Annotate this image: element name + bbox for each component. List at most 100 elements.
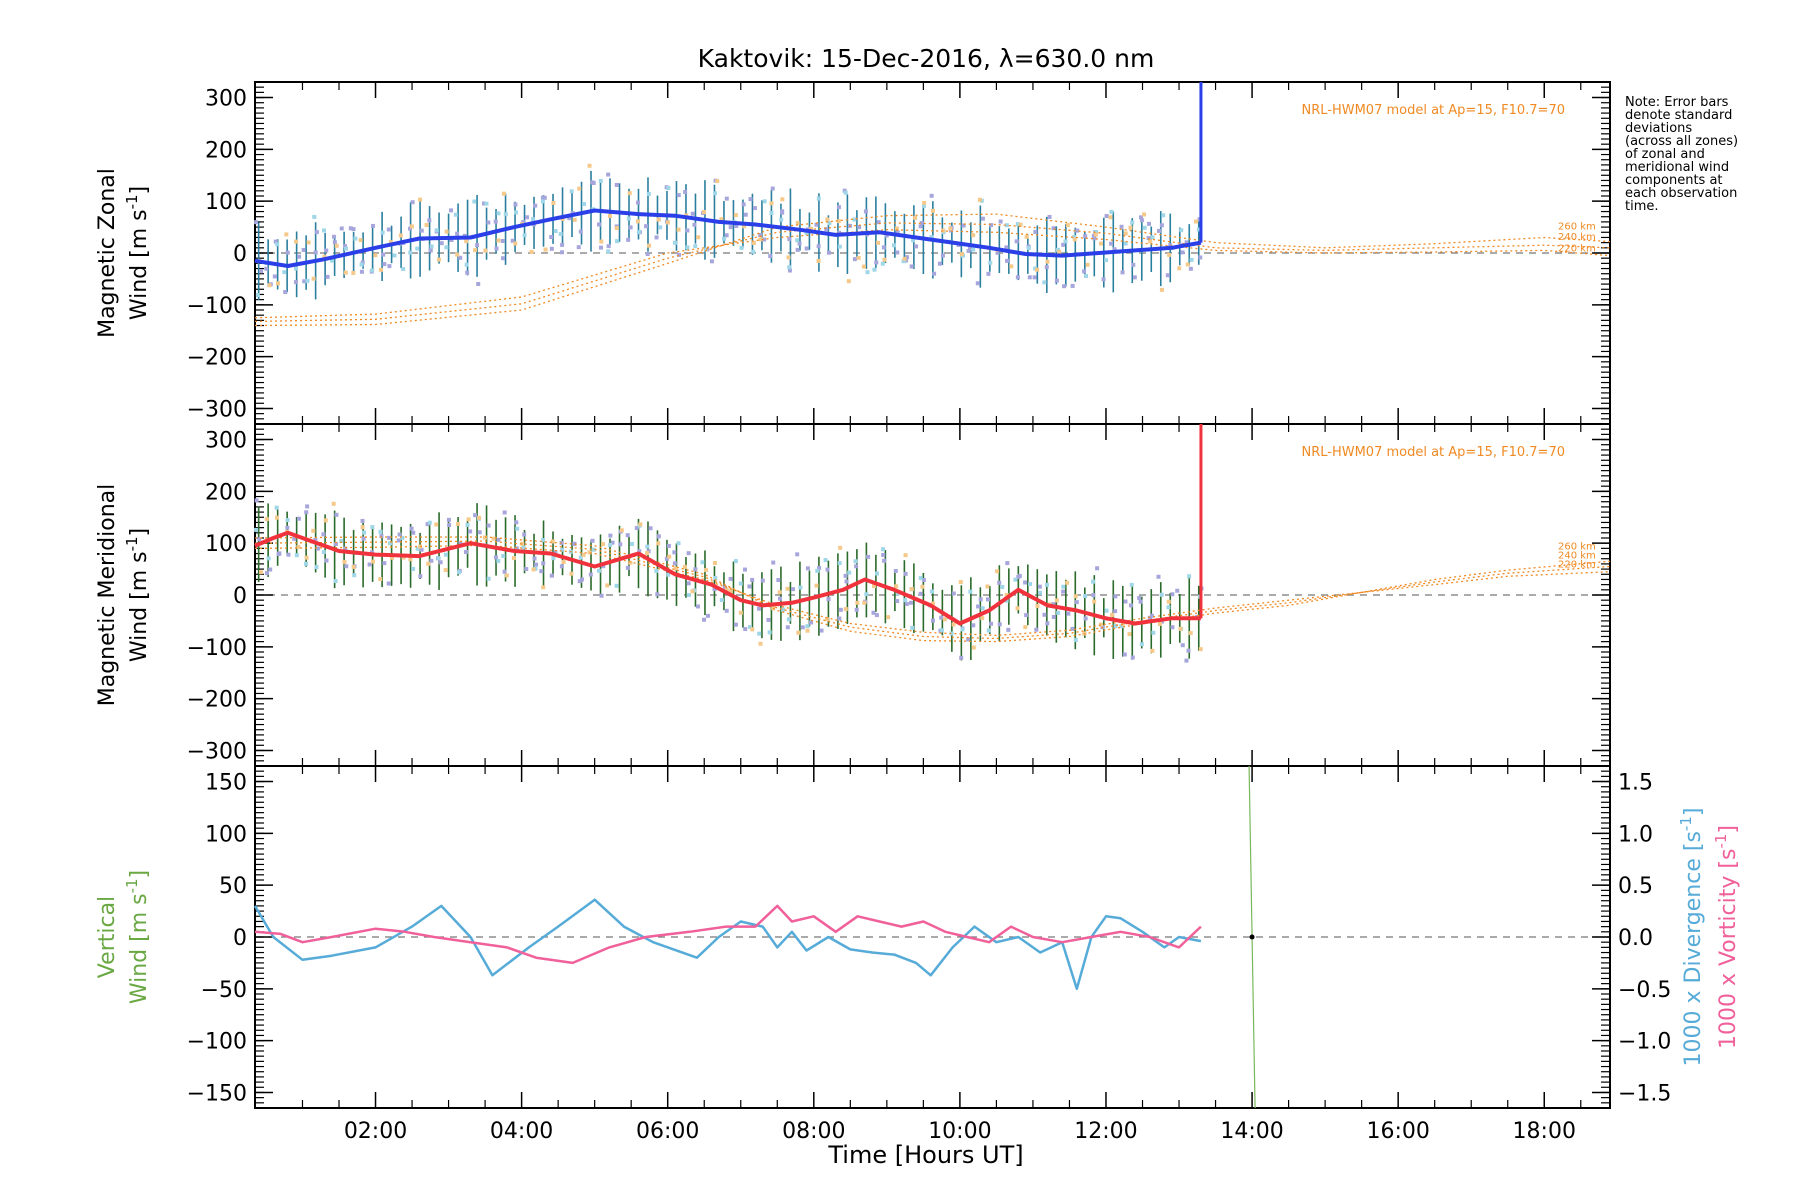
scatter-point	[324, 558, 329, 563]
scatter-point	[1092, 236, 1097, 241]
scatter-point	[895, 230, 900, 235]
scatter-point	[581, 552, 586, 557]
scatter-point	[894, 584, 899, 589]
scatter-point	[1146, 221, 1151, 226]
scatter-point	[770, 186, 775, 191]
scatter-point	[645, 544, 650, 549]
scatter-point	[476, 281, 481, 286]
scatter-point	[398, 233, 403, 238]
scatter-point	[997, 580, 1002, 585]
scatter-point	[804, 246, 809, 251]
scatter-point	[948, 226, 953, 231]
scatter-point	[314, 565, 319, 570]
scatter-point	[1180, 250, 1185, 255]
scatter-point	[823, 558, 828, 563]
scatter-point	[752, 206, 757, 211]
scatter-point	[373, 253, 378, 258]
scatter-point	[1110, 612, 1115, 617]
x-tick-label: 16:00	[1366, 1119, 1429, 1144]
scatter-point	[1161, 213, 1166, 218]
scatter-point	[837, 561, 842, 566]
scatter-point	[733, 213, 738, 218]
scatter-point	[351, 227, 356, 232]
scatter-point	[457, 570, 462, 575]
scatter-point	[1166, 605, 1171, 610]
scatter-point	[1042, 280, 1047, 285]
scatter-point	[259, 570, 264, 575]
scatter-point	[1032, 275, 1037, 280]
scatter-point	[646, 192, 651, 197]
scatter-point	[908, 600, 913, 605]
scatter-point	[559, 250, 564, 255]
scatter-point	[1091, 593, 1096, 598]
x-tick-label: 06:00	[636, 1119, 699, 1144]
scatter-point	[359, 262, 364, 267]
scatter-point	[1015, 222, 1020, 227]
scatter-point	[771, 560, 776, 565]
y-tick-label: 0	[233, 242, 247, 267]
scatter-point	[722, 236, 727, 241]
scatter-point	[458, 255, 463, 260]
scatter-point	[322, 254, 327, 259]
scatter-point	[655, 592, 660, 597]
note-line: deviations	[1625, 121, 1692, 136]
scatter-point	[626, 216, 631, 221]
scatter-point	[781, 607, 786, 612]
scatter-point	[903, 571, 908, 576]
scatter-point	[343, 546, 348, 551]
scatter-point	[815, 568, 820, 573]
scatter-point	[780, 197, 785, 202]
scatter-point	[572, 541, 577, 546]
scatter-point	[1082, 269, 1087, 274]
scatter-point	[465, 523, 470, 528]
y-tick-label: −300	[187, 397, 247, 422]
scatter-point	[333, 542, 338, 547]
scatter-point	[816, 244, 821, 249]
scatter-point	[738, 581, 743, 586]
scatter-point	[1015, 606, 1020, 611]
scatter-point	[884, 233, 889, 238]
scatter-point	[886, 615, 891, 620]
scatter-point	[709, 259, 714, 264]
scatter-point	[458, 541, 463, 546]
scatter-point	[351, 270, 356, 275]
scatter-point	[827, 221, 832, 226]
scatter-point	[1090, 579, 1095, 584]
scatter-point	[1148, 239, 1153, 244]
scatter-point	[1123, 231, 1128, 236]
scatter-point	[439, 241, 444, 246]
scatter-point	[427, 520, 432, 525]
y-tick-label: −300	[187, 739, 247, 764]
scatter-point	[1108, 215, 1113, 220]
scatter-point	[1150, 648, 1155, 653]
x-tick-label: 12:00	[1074, 1119, 1137, 1144]
y-tick-label: 0	[233, 584, 247, 609]
scatter-point	[882, 257, 887, 262]
scatter-point	[1168, 243, 1173, 248]
scatter-point	[1085, 262, 1090, 267]
scatter-point	[1061, 584, 1066, 589]
scatter-point	[473, 513, 478, 518]
scatter-point	[569, 189, 574, 194]
scatter-point	[397, 532, 402, 537]
scatter-point	[977, 197, 982, 202]
scatter-point	[425, 522, 430, 527]
scatter-point	[778, 596, 783, 601]
scatter-point	[733, 559, 738, 564]
x-tick-label: 14:00	[1220, 1119, 1283, 1144]
x-tick-label: 04:00	[490, 1119, 553, 1144]
scatter-point	[510, 238, 515, 243]
scatter-point	[939, 615, 944, 620]
scatter-point	[971, 645, 976, 650]
scatter-point	[1139, 642, 1144, 647]
scatter-point	[367, 562, 372, 567]
scatter-point	[635, 219, 640, 224]
scatter-point	[1188, 631, 1193, 636]
scatter-point	[704, 568, 709, 573]
scatter-point	[768, 254, 773, 259]
vertical-y-label-line1: Vertical	[95, 896, 120, 978]
scatter-point	[1184, 240, 1189, 245]
scatter-point	[695, 604, 700, 609]
scatter-point	[824, 617, 829, 622]
